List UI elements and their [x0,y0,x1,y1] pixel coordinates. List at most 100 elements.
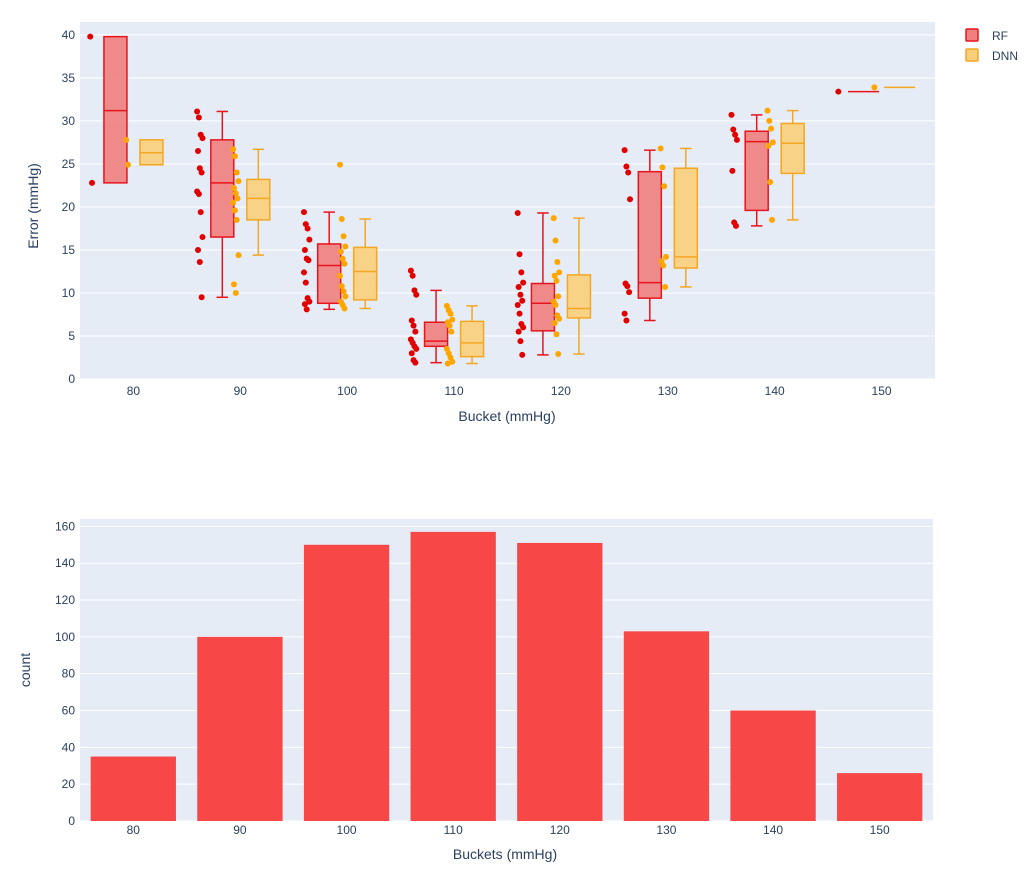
data-point-rf [408,350,415,357]
data-point-rf [197,209,204,216]
data-point-rf [87,33,94,40]
box-body [210,139,235,238]
bar-x-tick-label: 140 [763,823,783,837]
legend-label-dnn: DNN [992,49,1018,63]
data-point-rf [732,222,739,229]
data-point-rf [732,131,739,138]
box-rf-150 [835,88,880,95]
data-point-dnn [551,320,558,327]
box-dnn-130 [657,145,699,290]
data-point-rf [520,279,527,286]
data-point-dnn [765,142,772,149]
box-body [530,282,556,332]
data-point-dnn [339,255,346,262]
box-y-tick-labels: 0 5 10 15 20 25 30 35 40 [62,28,76,386]
data-point-dnn [230,146,237,153]
data-point-dnn [660,262,667,269]
data-point-dnn [554,259,561,266]
data-point-rf [195,191,202,198]
data-point-rf [515,328,522,335]
data-point-rf [413,291,420,298]
data-point-rf [623,317,630,324]
data-point-rf [306,236,313,243]
data-point-dnn [553,277,560,284]
data-point-dnn [871,84,878,91]
box-rf-100 [300,209,342,313]
data-point-rf [515,283,522,290]
data-point-dnn [235,178,242,185]
data-point-dnn [764,107,771,114]
data-point-rf [519,351,526,358]
box-rf-120 [514,209,556,358]
data-point-rf [413,345,420,352]
data-point-rf [626,289,633,296]
data-point-rf [195,114,202,121]
legend-swatch-rf [965,28,979,42]
data-point-dnn [661,183,668,190]
box-rf-90 [194,108,235,301]
bar-y-tick-label: 80 [62,667,76,681]
data-point-rf [410,322,417,329]
bar-x-tick-labels: 80 90 100 110 120 130 140 150 [127,823,890,837]
bar-100 [303,544,390,821]
box-body [352,246,378,301]
data-point-dnn [553,331,560,338]
data-point-rf [517,291,524,298]
data-point-rf [306,298,313,305]
data-point-dnn [342,243,349,250]
data-point-dnn [446,322,453,329]
data-point-rf [199,135,206,142]
bar-x-tick-label: 90 [233,823,247,837]
data-point-rf [624,283,631,290]
data-point-rf [302,279,309,286]
box-x-axis-title: Bucket (mmHg) [458,408,555,424]
data-point-rf [518,269,525,276]
data-point-rf [621,147,628,154]
bar-y-tick-label: 40 [62,740,76,754]
data-point-dnn [555,351,562,358]
box-x-tick-label: 100 [337,384,357,398]
bar-x-axis-title: Buckets (mmHg) [453,846,557,862]
data-point-rf [517,338,524,345]
data-point-dnn [767,179,774,186]
box-y-tick-label: 20 [62,200,76,214]
data-point-dnn [235,252,242,259]
bar-80 [90,756,176,821]
data-point-dnn [769,139,776,146]
bar-x-tick-label: 120 [550,823,570,837]
data-point-rf [733,136,740,143]
box-body [246,178,271,221]
data-point-dnn [338,283,345,290]
box-dnn-90 [230,146,271,296]
legend-item-rf[interactable]: RF [965,28,1008,43]
legend[interactable]: RF DNN [965,28,1018,63]
legend-item-dnn[interactable]: DNN [965,48,1018,63]
box-rf-110 [407,267,449,366]
box-dnn-110 [443,302,485,367]
data-point-rf [621,310,628,317]
bar-y-axis-title: count [17,653,33,687]
box-body [459,320,485,358]
data-point-dnn [449,316,456,323]
data-point-rf [514,302,521,309]
data-point-rf [305,257,312,264]
data-point-dnn [232,289,239,296]
box-body [423,321,449,348]
box-y-tick-label: 10 [62,286,76,300]
data-point-dnn [556,315,563,322]
data-point-rf [519,297,526,304]
box-body [673,167,699,269]
box-y-axis-title: Error (mmHg) [25,163,41,249]
bar-y-tick-label: 160 [55,519,75,533]
data-point-dnn [234,195,241,202]
data-point-rf [303,306,310,313]
data-point-rf [520,324,527,331]
data-point-rf [623,163,630,170]
data-point-dnn [340,288,347,295]
bar-140 [730,710,816,821]
data-point-dnn [125,161,132,168]
bar-120 [517,542,603,821]
data-point-dnn [550,215,557,222]
data-point-rf [627,196,634,203]
